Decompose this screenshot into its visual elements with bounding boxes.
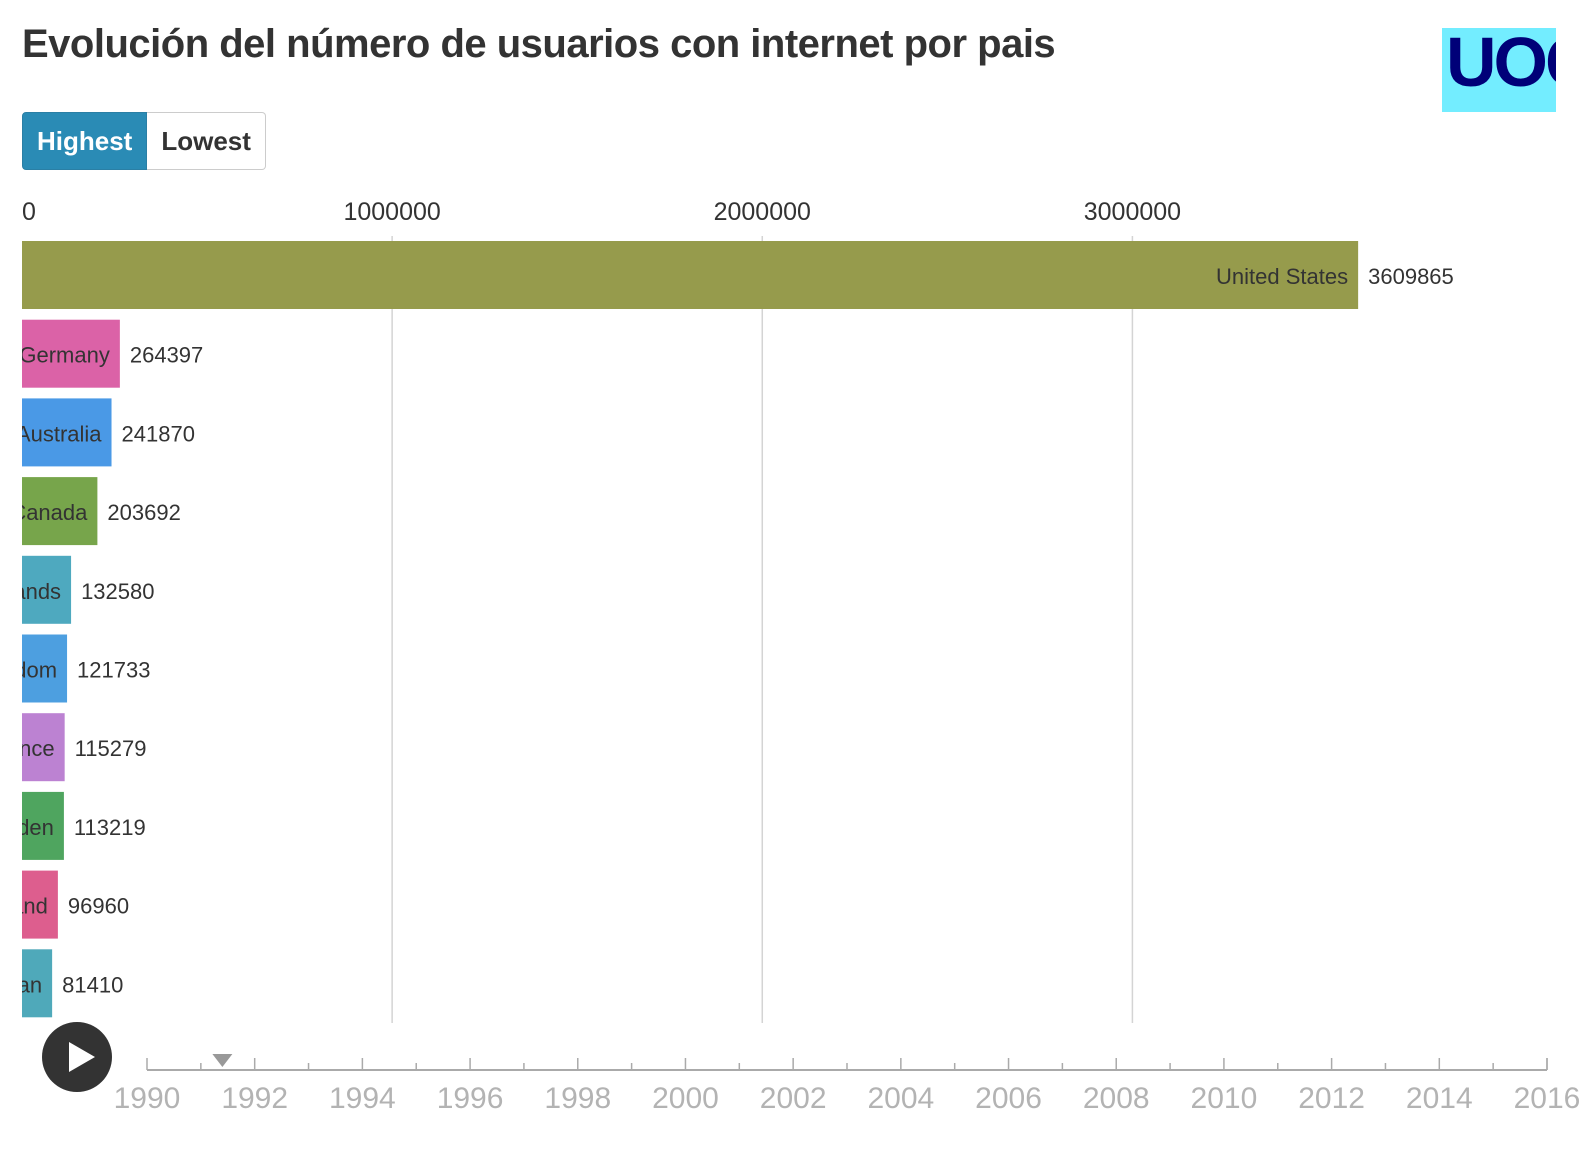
bar-value-label: 203692 <box>107 500 180 525</box>
bar-category-label: United States <box>1216 264 1348 289</box>
highest-button[interactable]: Highest <box>22 112 148 170</box>
bar-category-label: Germany <box>19 343 109 368</box>
logo-text: UOC <box>1446 28 1556 101</box>
lowest-button[interactable]: Lowest <box>147 112 266 170</box>
bar-value-label: 241870 <box>122 421 195 446</box>
timeline-year-label: 2016 <box>1514 1082 1581 1115</box>
bar <box>22 398 112 467</box>
timeline-slider[interactable]: 1990 1992 1994 1996 1998 2000 2002 2004 2006 2008… <box>0 1040 1592 1140</box>
bar-group: nce 115279 <box>19 713 147 782</box>
bar-value-label: 132580 <box>81 579 154 604</box>
bar <box>22 241 1359 309</box>
bar-category-label: den <box>17 815 54 840</box>
timeline-year-label: 2008 <box>1083 1082 1150 1115</box>
bar-category-label: an <box>18 972 42 997</box>
bar-category-label: and <box>11 894 48 919</box>
uoc-logo: UOC <box>1442 28 1556 112</box>
timeline-year-label: 1996 <box>437 1082 504 1115</box>
bar-group: United States 3609865 <box>22 241 1454 309</box>
bar <box>22 319 120 388</box>
x-tick-label: 2000000 <box>714 198 811 226</box>
bars: United States 3609865 Germany 264397 Austral… <box>10 241 1454 1018</box>
timeline-year-label: 2000 <box>652 1082 719 1115</box>
bar-category-label: ands <box>13 579 61 604</box>
x-axis: 0 1000000 2000000 3000000 <box>22 198 1181 1023</box>
timeline-year-label: 2004 <box>867 1082 934 1115</box>
bar-value-label: 121733 <box>77 658 150 683</box>
bar-value-label: 264397 <box>130 343 203 368</box>
timeline-year-label: 2012 <box>1298 1082 1365 1115</box>
bar-value-label: 115279 <box>75 736 147 761</box>
bar-category-label: Australia <box>16 421 102 446</box>
bar <box>22 949 53 1018</box>
bar-value-label: 96960 <box>68 894 129 919</box>
bar <box>22 713 65 782</box>
bar-group: dom 121733 <box>14 634 150 703</box>
timeline-year-label: 1990 <box>114 1082 181 1115</box>
x-tick-label: 3000000 <box>1084 198 1181 226</box>
bar-category-label: Canada <box>10 500 88 525</box>
bar <box>22 870 58 939</box>
bar-value-label: 113219 <box>74 815 146 840</box>
play-button[interactable] <box>42 1022 112 1092</box>
bar-group: Germany 264397 <box>19 319 203 388</box>
bar-group: and 96960 <box>11 870 129 939</box>
bar <box>22 634 68 703</box>
bar-group: Canada 203692 <box>10 477 181 546</box>
timeline-year-label: 2002 <box>760 1082 827 1115</box>
bar <box>22 555 72 624</box>
x-tick-label: 1000000 <box>343 198 440 226</box>
bar-category-label: dom <box>14 658 57 683</box>
bar-category-label: nce <box>19 736 54 761</box>
bar-value-label: 3609865 <box>1368 264 1454 289</box>
bar <box>22 477 98 546</box>
bar-group: an 81410 <box>18 949 123 1018</box>
timeline-handle[interactable] <box>212 1054 233 1067</box>
bar-group: den 113219 <box>17 791 146 860</box>
sort-toggle: Highest Lowest <box>22 112 266 170</box>
x-tick-label: 0 <box>22 198 36 226</box>
timeline-year-label: 1994 <box>329 1082 396 1115</box>
timeline-year-label: 2014 <box>1406 1082 1473 1115</box>
bar-value-label: 81410 <box>62 972 123 997</box>
timeline-year-label: 1992 <box>221 1082 288 1115</box>
timeline-axis: 1990 1992 1994 1996 1998 2000 2002 2004 2006 2008… <box>114 1054 1581 1115</box>
chart-title: Evolución del número de usuarios con int… <box>22 22 1056 66</box>
bar-chart: 0 1000000 2000000 3000000 United States 3609… <box>10 198 1454 1023</box>
bar <box>22 791 64 860</box>
timeline-year-label: 2006 <box>975 1082 1042 1115</box>
timeline-year-label: 2010 <box>1191 1082 1258 1115</box>
bar-group: ands 132580 <box>13 555 154 624</box>
timeline-year-label: 1998 <box>544 1082 611 1115</box>
bar-group: Australia 241870 <box>16 398 195 467</box>
